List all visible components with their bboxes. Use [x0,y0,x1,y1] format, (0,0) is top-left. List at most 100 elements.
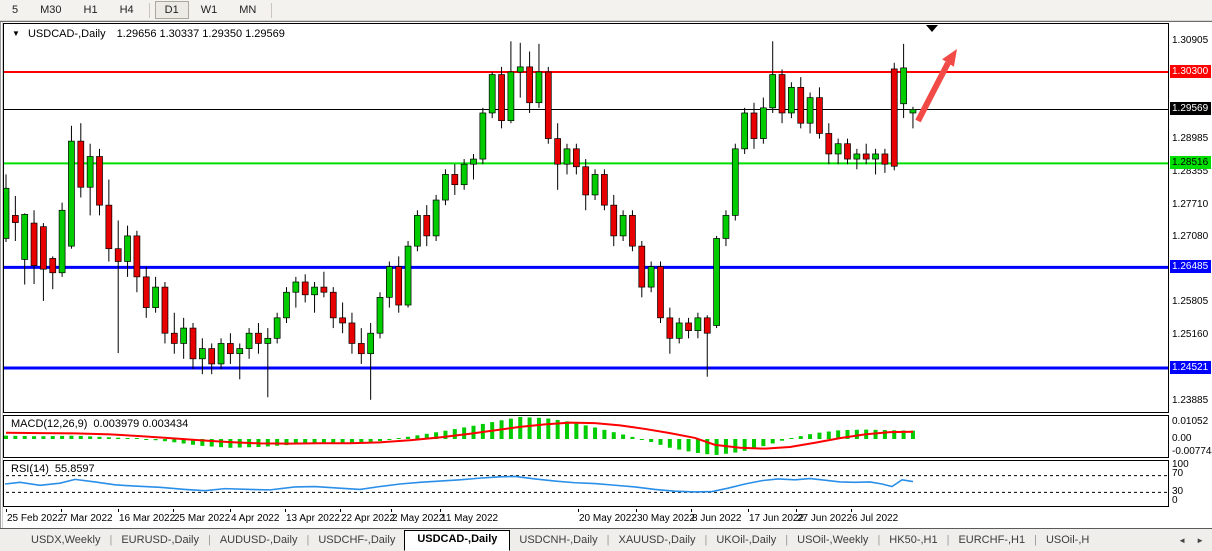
tab-xauusd-daily[interactable]: XAUUSD-,Daily [618,533,696,546]
date-label: 2 May 2022 [392,513,445,524]
time-axis[interactable]: 25 Feb 2022 7 Mar 2022 16 Mar 2022 25 Mar 2… [3,509,1169,529]
tab-ukoil-daily[interactable]: UKOil-,Daily [716,533,777,546]
date-label: 25 Mar 2022 [174,513,231,524]
rsi-axis-tick: 30 [1172,486,1184,497]
tab-usdchf-daily[interactable]: USDCHF-,Daily [318,533,396,546]
date-label: 22 Apr 2022 [341,513,395,524]
candlestick-chart[interactable] [4,24,1168,412]
tab-separator: | [704,534,708,546]
tab-separator: | [306,534,310,546]
macd-signal-line [5,421,914,450]
price-level-badge: 1.28516 [1170,156,1211,170]
trend-arrow-annotation[interactable] [915,49,957,123]
rsi-axis-tick: 0 [1172,495,1178,506]
date-tick [578,509,579,512]
date-tick [851,509,852,512]
tab-eurusd-daily[interactable]: EURUSD-,Daily [121,533,199,546]
macd-axis-tick: 0.01052 [1172,416,1209,427]
tab-separator: | [785,534,789,546]
window-left-border [0,22,3,529]
rsi-plot[interactable] [4,461,1168,506]
timeframe-button-w1[interactable]: W1 [200,4,218,16]
price-level-badge: 1.29569 [1170,102,1211,116]
toolbar-separator [271,2,273,18]
chart-symbol-label: USDCAD-,Daily [27,28,106,40]
date-label: 27 Jun 2022 [797,513,853,524]
price-chart-pane[interactable]: ▼ USDCAD-,Daily 1.29656 1.30337 1.29350 … [3,23,1169,413]
tab-separator: | [109,534,113,546]
macd-indicator-pane[interactable]: MACD(12,26,9) 0.003979 0.003434 [3,415,1169,458]
date-tick [391,509,392,512]
price-axis-tick: 1.30905 [1172,35,1209,46]
macd-label: MACD(12,26,9) 0.003979 0.003434 [11,418,189,430]
date-label: 16 Mar 2022 [119,513,176,524]
rsi-indicator-pane[interactable]: RSI(14) 55.8597 [3,460,1169,507]
chart-ohlc-quote: 1.29656 1.30337 1.29350 1.29569 [116,28,285,40]
date-label: 25 Feb 2022 [7,513,64,524]
tab-hk50-h1[interactable]: HK50-,H1 [889,533,938,546]
date-label: 13 Apr 2022 [286,513,340,524]
timeframe-button-5[interactable]: 5 [12,4,19,16]
date-label: 20 May 2022 [579,513,637,524]
tab-separator: | [207,534,211,546]
tab-usdcnh-daily[interactable]: USDCNH-,Daily [519,533,598,546]
date-tick [691,509,692,512]
tab-separator: | [606,534,610,546]
macd-values: 0.003979 0.003434 [93,418,189,430]
tab-usoil-h[interactable]: USOil-,H [1045,533,1090,546]
rsi-axis-tick: 70 [1172,468,1184,479]
date-tick [636,509,637,512]
date-tick [748,509,749,512]
chart-title: ▼ USDCAD-,Daily 1.29656 1.30337 1.29350 … [12,28,285,40]
date-tick [6,509,7,512]
data-end-marker-icon [926,25,938,32]
tab-usoil-weekly[interactable]: USOil-,Weekly [797,533,869,546]
macd-axis-tick: 0.00 [1172,433,1192,444]
tab-scroll-left-icon[interactable]: ◄ [1178,535,1187,545]
symbol-dropdown-icon[interactable]: ▼ [12,29,20,38]
rsi-axis-tick: 100 [1172,459,1189,470]
timeframe-button-h1[interactable]: H1 [83,4,98,16]
date-label: 11 May 2022 [441,513,499,524]
price-level-badge: 1.24521 [1170,360,1211,374]
tab-eurchf-h1[interactable]: EURCHF-,H1 [958,533,1026,546]
price-axis-tick: 1.23885 [1172,394,1209,406]
tab-usdx-weekly[interactable]: USDX,Weekly [31,533,101,546]
price-axis-tick: 1.25160 [1172,329,1209,341]
date-label: 4 Apr 2022 [231,513,280,524]
timeframe-toolbar: 5 M30 H1 H4 D1 W1 MN [0,0,1212,21]
timeframe-button-m30[interactable]: M30 [40,4,62,16]
date-tick [285,509,286,512]
price-axis-tick: 1.28355 [1172,165,1209,177]
date-tick [340,509,341,512]
date-tick [230,509,231,512]
macd-axis-tick: -0.007744 [1172,446,1212,457]
candles [4,41,917,400]
date-tick [796,509,797,512]
tab-audusd-daily[interactable]: AUDUSD-,Daily [219,533,298,546]
tab-separator: | [1034,534,1037,546]
price-axis[interactable]: 1.30905 1.28985 1.28355 1.27710 1.27080 1.258… [1169,22,1212,529]
date-tick [118,509,119,512]
toolbar-separator [148,2,150,18]
tab-scroll-arrows: ◄ ► [1178,536,1212,545]
price-axis-tick: 1.27710 [1172,198,1209,210]
tab-scroll-right-icon[interactable]: ► [1196,535,1204,545]
rsi-label: RSI(14) 55.8597 [11,463,95,475]
price-level-badge: 1.26485 [1170,260,1211,274]
date-label: 30 May 2022 [637,513,695,524]
tab-usdcad-daily[interactable]: USDCAD-,Daily [404,529,511,551]
date-tick [61,509,62,512]
chart-window: ▼ USDCAD-,Daily 1.29656 1.30337 1.29350 … [0,21,1212,529]
macd-plot[interactable] [4,416,1168,457]
date-label: 6 Jul 2022 [852,513,899,524]
chart-tabs-bar: USDX,Weekly | EURUSD-,Daily | AUDUSD-,Daily |… [0,528,1212,551]
price-axis-tick: 1.27080 [1172,230,1209,242]
timeframe-button-h4[interactable]: H4 [119,4,134,16]
rsi-value: 55.8597 [54,463,95,475]
price-axis-tick: 1.28985 [1172,133,1209,145]
timeframe-button-d1[interactable]: D1 [154,1,189,19]
timeframe-button-mn[interactable]: MN [239,4,257,16]
date-tick [440,509,441,512]
